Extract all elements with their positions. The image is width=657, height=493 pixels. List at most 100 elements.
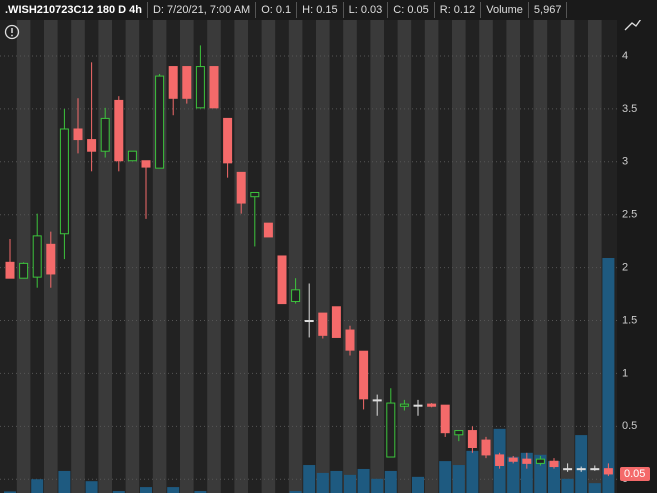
y-tick-label: 1.5 (622, 314, 637, 326)
candle-body (345, 329, 355, 351)
y-tick-label: 3 (622, 156, 628, 168)
band (343, 20, 357, 493)
candle-body (467, 430, 477, 448)
alert-icon-dot (11, 34, 13, 37)
band (506, 20, 520, 493)
band (207, 20, 221, 493)
candle-body (277, 255, 287, 305)
volume-bar (412, 476, 424, 493)
candle-body (427, 403, 437, 407)
candle-body (19, 262, 29, 279)
candle-body (168, 66, 178, 99)
volume-bar (330, 470, 343, 493)
band (288, 20, 303, 493)
y-tick-label: 0.5 (622, 420, 637, 432)
volume-bar (466, 450, 479, 493)
volume-bar (167, 487, 180, 493)
candle-body (522, 458, 532, 464)
candle-body (32, 235, 42, 278)
candle-body (576, 468, 586, 471)
candle-body (100, 117, 110, 152)
volume-bar (303, 465, 316, 493)
volume-value: 5,967 (529, 2, 568, 18)
candle-body (46, 243, 56, 275)
date: D: 7/20/21, 7:00 AM (148, 2, 257, 18)
candle-body (454, 430, 464, 436)
candle-body (399, 403, 409, 407)
close: C: 0.05 (388, 2, 435, 18)
candle-body (603, 468, 613, 475)
style-icon[interactable] (624, 20, 642, 31)
volume-bar (439, 461, 452, 493)
y-tick-label: 4 (622, 50, 628, 62)
volume-label: Volume (481, 2, 529, 18)
low: L: 0.03 (344, 2, 389, 18)
symbol[interactable]: .WISH210723C12 180 D 4h (0, 2, 148, 18)
candle-body (87, 139, 97, 152)
band (180, 20, 194, 493)
volume-bar (140, 487, 152, 493)
band (397, 20, 412, 493)
candle-body (481, 439, 491, 456)
candle-body (236, 171, 246, 204)
volume-bar (507, 456, 520, 493)
candle-body (508, 457, 518, 462)
y-tick-label: 2 (622, 262, 628, 274)
volume-bar (575, 435, 588, 493)
y-tick-label: 3.5 (622, 103, 637, 115)
band (98, 20, 112, 493)
band (370, 20, 384, 493)
candle-body (195, 66, 205, 109)
volume-bar (112, 491, 125, 493)
band (261, 20, 276, 493)
candle-body (413, 404, 423, 407)
band (588, 20, 602, 493)
volume-bar (85, 481, 98, 493)
candle-body (209, 66, 219, 109)
open: O: 0.1 (256, 2, 298, 18)
band (16, 20, 31, 493)
chart: 00.511.522.533.540.05 (0, 20, 650, 493)
candle-body (318, 312, 328, 336)
candle-body (386, 402, 396, 458)
volume-bar (31, 479, 44, 493)
band (533, 20, 548, 493)
candle-body (73, 128, 83, 141)
candle-body (563, 468, 573, 471)
candle-body (372, 399, 382, 402)
volume-bar (588, 483, 601, 493)
candle-body (127, 150, 137, 162)
candle-body (114, 99, 124, 162)
band (560, 20, 575, 493)
candle-body (5, 261, 15, 279)
volume-bar (452, 465, 465, 493)
volume-bar (602, 258, 615, 493)
volume-bar (289, 491, 302, 493)
band (479, 20, 493, 493)
candle-body (291, 289, 301, 302)
band (424, 20, 439, 493)
last-price-label: 0.05 (624, 468, 645, 480)
band (234, 20, 248, 493)
candle-body (590, 468, 600, 471)
candle-body (535, 458, 545, 464)
last-price-badge (620, 466, 650, 481)
volume-bar (371, 478, 384, 493)
volume-bar (561, 478, 574, 493)
candle-body (182, 66, 192, 99)
y-tick-label: 1 (622, 367, 628, 379)
band (452, 20, 466, 493)
candle-body (440, 404, 450, 434)
volume-bar (4, 491, 16, 493)
candle-body (59, 128, 69, 235)
band (316, 20, 330, 493)
candle-body (495, 454, 505, 466)
volume-bar (357, 468, 370, 493)
candle-body (263, 222, 273, 238)
alert-icon[interactable] (4, 24, 20, 40)
volume-bar (194, 491, 207, 493)
high: H: 0.15 (297, 2, 344, 18)
volume-bar (58, 470, 71, 493)
candle-body (359, 350, 369, 400)
